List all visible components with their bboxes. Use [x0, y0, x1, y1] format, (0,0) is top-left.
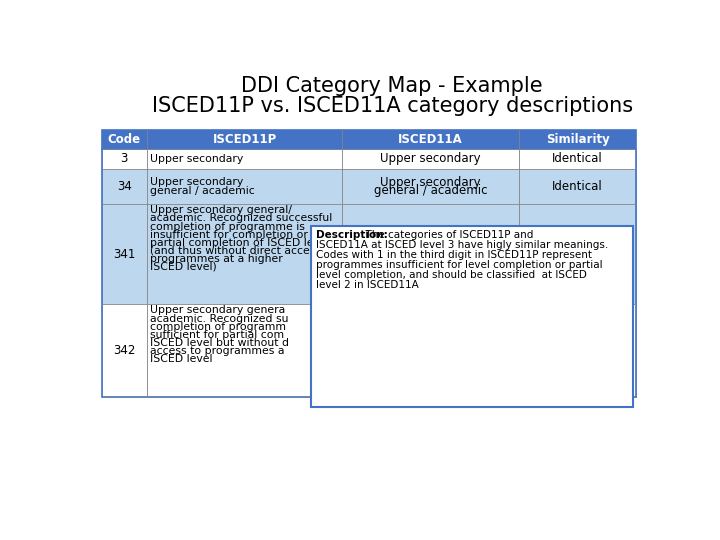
Text: ISCED level: ISCED level [150, 354, 212, 364]
Bar [102, 130, 147, 148]
Text: Similarity: Similarity [546, 133, 609, 146]
Bar [518, 148, 636, 168]
Bar [518, 168, 636, 204]
Text: sufficient for partial com: sufficient for partial com [150, 330, 284, 340]
Text: None: None [562, 248, 593, 261]
Text: Identical: Identical [552, 152, 603, 165]
Text: Not used: Not used [404, 248, 457, 261]
Text: programmes at a higher: programmes at a higher [150, 254, 283, 264]
Text: completion of programm: completion of programm [150, 322, 286, 332]
Text: ISCED11A at ISCED level 3 have higly similar meanings.: ISCED11A at ISCED level 3 have higly sim… [316, 240, 608, 250]
Bar [102, 304, 147, 397]
Text: partial completion of ISCED level: partial completion of ISCED level [150, 238, 330, 248]
Text: ISCED11P vs. ISCED11A category descriptions: ISCED11P vs. ISCED11A category descripti… [152, 96, 633, 116]
Bar [102, 148, 147, 168]
Bar [102, 204, 147, 304]
Text: Codes with 1 in the third digit in ISCED11P represent: Codes with 1 in the third digit in ISCED… [316, 250, 593, 260]
Text: completion of programme is: completion of programme is [150, 221, 305, 232]
Bar [518, 130, 636, 148]
Bar [102, 130, 636, 397]
Text: Description:: Description: [316, 230, 388, 240]
Text: Identical: Identical [552, 180, 603, 193]
Bar [342, 304, 518, 397]
Text: DDI Category Map - Example: DDI Category Map - Example [241, 76, 543, 96]
Text: insufficient for completion or: insufficient for completion or [150, 230, 308, 240]
Bar [102, 168, 147, 204]
Text: Upper secondary: Upper secondary [150, 178, 243, 187]
Text: 341: 341 [113, 248, 135, 261]
Bar [147, 304, 342, 397]
Text: 3: 3 [121, 152, 128, 165]
Bar [342, 130, 518, 148]
Text: general / academic: general / academic [374, 184, 487, 197]
Text: Upper secondary: Upper secondary [380, 176, 481, 189]
Bar [147, 168, 342, 204]
Bar [342, 168, 518, 204]
Bar [147, 204, 342, 304]
Text: level 2 in ISCED11A: level 2 in ISCED11A [316, 280, 419, 290]
Text: (and thus without direct access to: (and thus without direct access to [150, 246, 336, 256]
Bar [518, 204, 636, 304]
Text: ISCED11P: ISCED11P [212, 133, 276, 146]
Text: access to programmes a: access to programmes a [150, 346, 284, 356]
Text: The categories of ISCED11P and: The categories of ISCED11P and [359, 230, 534, 240]
Text: academic. Recognized successful: academic. Recognized successful [150, 213, 333, 224]
Text: ISCED level): ISCED level) [150, 262, 217, 272]
Text: 342: 342 [113, 344, 135, 357]
Text: Upper secondary general/: Upper secondary general/ [150, 205, 292, 215]
Text: Upper secondary: Upper secondary [380, 152, 481, 165]
Text: programmes insufficient for level completion or partial: programmes insufficient for level comple… [316, 260, 603, 270]
Text: academic. Recognized su: academic. Recognized su [150, 314, 289, 323]
Bar [147, 130, 342, 148]
Text: 34: 34 [117, 180, 132, 193]
Text: ISCED level but without d: ISCED level but without d [150, 338, 289, 348]
Text: Code: Code [108, 133, 141, 146]
Text: Upper secondary genera: Upper secondary genera [150, 306, 285, 315]
Text: level completion, and should be classified  at ISCED: level completion, and should be classifi… [316, 270, 588, 280]
Text: Upper secondary: Upper secondary [150, 154, 243, 164]
Text: general / academic: general / academic [150, 186, 255, 195]
Text: ISCED11A: ISCED11A [398, 133, 463, 146]
Bar [147, 148, 342, 168]
Bar [311, 226, 632, 408]
Bar [342, 148, 518, 168]
Bar [342, 204, 518, 304]
Bar [518, 304, 636, 397]
